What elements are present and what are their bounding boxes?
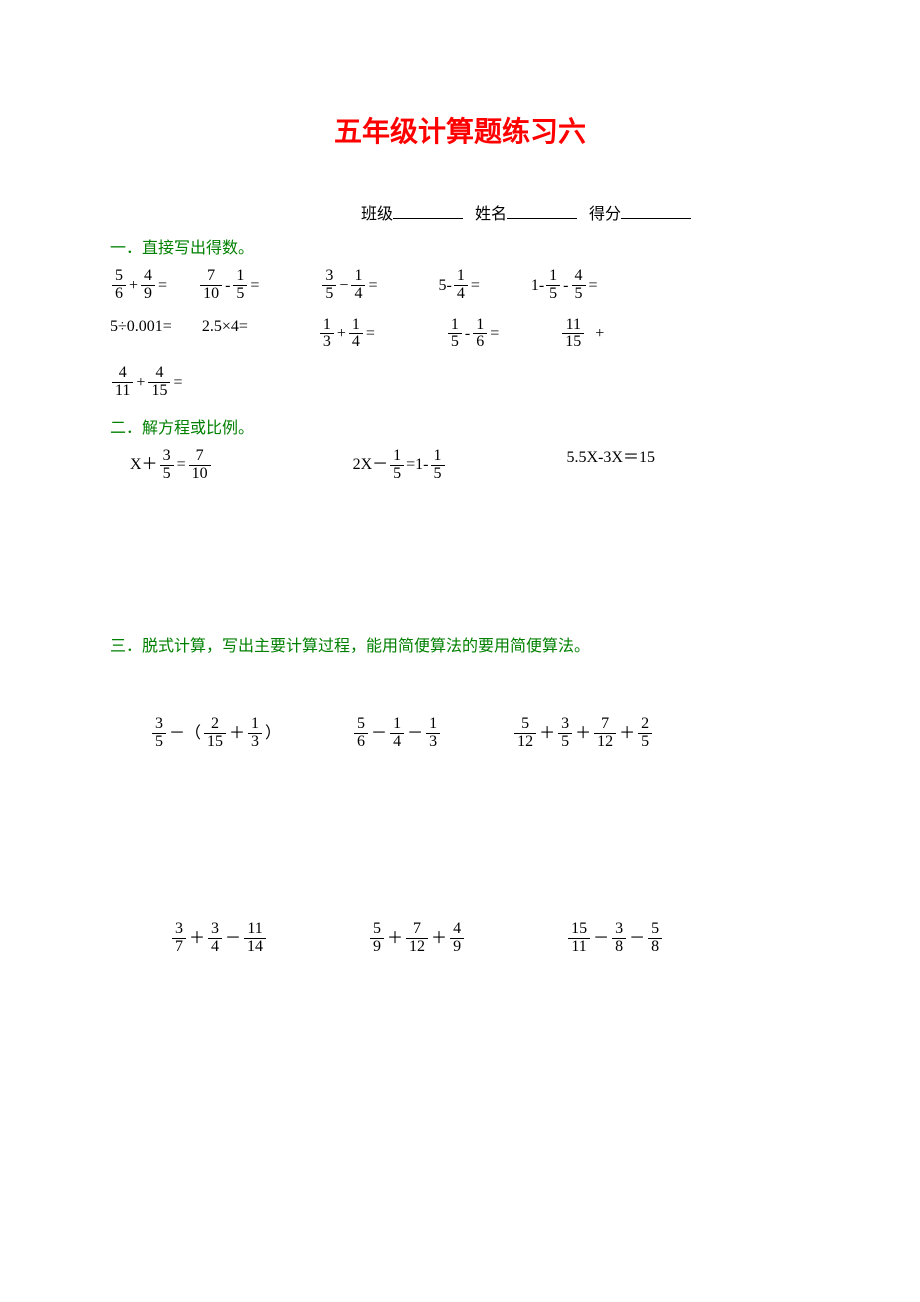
fraction: 56 [112,268,126,303]
q3-row2: 37 ＋ 34 － 1114 59 ＋ 712 ＋ 49 1511 － 38 －… [110,921,810,956]
fraction: 415 [148,365,170,400]
fraction: 49 [141,268,155,303]
q1-row3: 411 + 415 = [110,365,810,400]
q1i: 15 - 16 = [446,317,500,352]
name-label: 姓名 [475,206,507,223]
q2-row: X＋ 35 = 710 2X－ 15 =1- 15 5.5X-3X＝15 [110,448,810,483]
fraction: 35 [160,448,174,483]
q3f: 1511 － 38 － 58 [566,921,664,956]
fraction: 15 [431,448,445,483]
q3c: 512 ＋ 35 ＋ 712 ＋ 25 [512,716,654,751]
section-1-title: 一．直接写出得数。 [110,234,810,258]
q3-row1: 35 －（ 215 ＋ 13 ） 56 － 14 － 13 512 ＋ 35 ＋… [110,716,810,751]
fraction: 15 [390,448,404,483]
q2c: 5.5X-3X＝15 [567,448,655,467]
q1f: 5÷0.001= [110,317,172,336]
fraction: 13 [248,716,262,751]
q2a: X＋ 35 = 710 [130,448,213,483]
worksheet-page: 五年级计算题练习六 班级 姓名 得分 一．直接写出得数。 56 + 49 = 7… [0,0,920,1030]
fraction: 14 [349,317,363,352]
fraction: 38 [612,921,626,956]
fraction: 15 [546,268,560,303]
q3e: 59 ＋ 712 ＋ 49 [368,921,466,956]
q1e: 1- 15 - 45 = [531,268,599,303]
fraction: 712 [406,921,428,956]
class-label: 班级 [361,206,393,223]
fraction: 14 [454,268,468,303]
fraction: 35 [152,716,166,751]
fraction: 710 [189,448,211,483]
q1h: 13 + 14 = [318,317,376,352]
fraction: 215 [204,716,226,751]
q1j-part2: 411 + 415 = [110,365,183,400]
fraction: 45 [572,268,586,303]
fraction: 59 [370,921,384,956]
fraction: 13 [320,317,334,352]
fraction: 712 [594,716,616,751]
score-blank [621,202,691,219]
fraction: 35 [558,716,572,751]
q3d: 37 ＋ 34 － 1114 [170,921,268,956]
fraction: 34 [208,921,222,956]
fraction: 56 [354,716,368,751]
section-2-title: 二．解方程或比例。 [110,414,810,438]
fraction: 37 [172,921,186,956]
fraction: 15 [448,317,462,352]
fraction: 15 [233,268,247,303]
header-fields: 班级 姓名 得分 [110,200,810,224]
fraction: 1114 [244,921,266,956]
fraction: 16 [473,317,487,352]
fraction: 49 [450,921,464,956]
fraction: 411 [112,365,133,400]
q1-row2: 5÷0.001= 2.5×4= 13 + 14 = 15 - 16 = 1115… [110,317,810,352]
q1j-part1: 1115 + [560,317,605,352]
fraction: 35 [322,268,336,303]
fraction: 14 [390,716,404,751]
fraction: 1511 [568,921,590,956]
fraction: 13 [426,716,440,751]
fraction: 58 [648,921,662,956]
name-blank [507,202,577,219]
fraction: 710 [200,268,222,303]
fraction: 14 [351,268,365,303]
page-title: 五年级计算题练习六 [110,110,810,150]
fraction: 25 [638,716,652,751]
q1d: 5- 14 = [438,268,480,303]
q2b: 2X－ 15 =1- 15 [353,448,447,483]
fraction: 512 [514,716,536,751]
class-blank [393,202,463,219]
q3a: 35 －（ 215 ＋ 13 ） [150,716,282,751]
q1-row1: 56 + 49 = 710 - 15 = 35 − 14 = 5- 14 = 1… [110,268,810,303]
q3b: 56 － 14 － 13 [352,716,442,751]
section-3-title: 三．脱式计算，写出主要计算过程，能用简便算法的要用简便算法。 [110,632,810,656]
q1a: 56 + 49 = [110,268,168,303]
q1g: 2.5×4= [202,317,248,336]
q1c: 35 − 14 = [320,268,378,303]
fraction: 1115 [562,317,584,352]
q1b: 710 - 15 = [198,268,260,303]
score-label: 得分 [589,206,621,223]
